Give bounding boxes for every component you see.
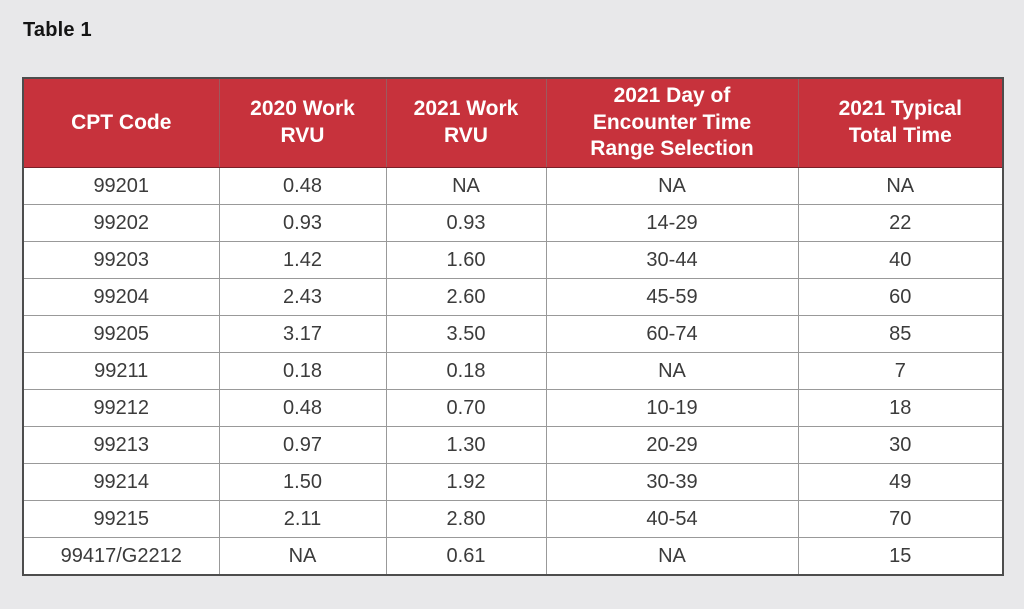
table-row: 99205 3.17 3.50 60-74 85 [22,315,1004,353]
table-cell: 0.18 [218,352,387,390]
table-cell: 3.17 [218,315,387,353]
table-cell: NA [545,352,799,390]
table-cell: 0.48 [218,167,387,205]
table-cell: 30-44 [545,241,799,279]
table-cell: 1.30 [385,426,547,464]
table-cell: 49 [797,463,1004,501]
table-cell: 1.50 [218,463,387,501]
table-cell: 0.70 [385,389,547,427]
table-cell: 10-19 [545,389,799,427]
table-cell: 3.50 [385,315,547,353]
header-cell: 2021 Day of Encounter Time Range Selecti… [545,77,799,168]
table-cell: 30-39 [545,463,799,501]
table-row: 99215 2.11 2.80 40-54 70 [22,500,1004,538]
table-cell: 40 [797,241,1004,279]
table-cell: 20-29 [545,426,799,464]
table-cell: 2.11 [218,500,387,538]
table-cell: 2.80 [385,500,547,538]
table-cell: 60-74 [545,315,799,353]
table-cell: 99212 [22,389,220,427]
table-cell: 1.42 [218,241,387,279]
table-cell: NA [218,537,387,576]
table-cell: 15 [797,537,1004,576]
header-cell: 2020 Work RVU [218,77,387,168]
header-row: CPT Code 2020 Work RVU 2021 Work RVU 2021 D… [22,77,1004,168]
table-row: 99202 0.93 0.93 14-29 22 [22,204,1004,242]
table-cell: 60 [797,278,1004,316]
table-cell: 99202 [22,204,220,242]
table-row: 99417/G2212 NA 0.61 NA 15 [22,537,1004,576]
table-cell: 70 [797,500,1004,538]
table-cell: 0.93 [385,204,547,242]
table-cell: NA [797,167,1004,205]
table-cell: 40-54 [545,500,799,538]
table-cell: 45-59 [545,278,799,316]
table-cell: 0.18 [385,352,547,390]
table-cell: 99214 [22,463,220,501]
rvu-table: CPT Code 2020 Work RVU 2021 Work RVU 2021 D… [22,77,1004,576]
table-cell: 99201 [22,167,220,205]
table-row: 99204 2.43 2.60 45-59 60 [22,278,1004,316]
table-cell: 99211 [22,352,220,390]
table-cell: 2.60 [385,278,547,316]
table-cell: 30 [797,426,1004,464]
table-body: 99201 0.48 NA NA NA 99202 0.93 0.93 14-29 22 99203… [22,167,1004,576]
table-cell: 99213 [22,426,220,464]
table-cell: NA [385,167,547,205]
table-row: 99214 1.50 1.92 30-39 49 [22,463,1004,501]
table-cell: 18 [797,389,1004,427]
header-cell: 2021 Work RVU [385,77,547,168]
table-cell: 7 [797,352,1004,390]
table-cell: 99204 [22,278,220,316]
table-cell: 99205 [22,315,220,353]
table-cell: 99417/G2212 [22,537,220,576]
table-cell: 85 [797,315,1004,353]
table-row: 99211 0.18 0.18 NA 7 [22,352,1004,390]
table-row: 99203 1.42 1.60 30-44 40 [22,241,1004,279]
table-cell: NA [545,537,799,576]
table-cell: 0.93 [218,204,387,242]
table-cell: 0.97 [218,426,387,464]
table-row: 99213 0.97 1.30 20-29 30 [22,426,1004,464]
table-cell: 22 [797,204,1004,242]
table-row: 99212 0.48 0.70 10-19 18 [22,389,1004,427]
table-cell: 99215 [22,500,220,538]
table-title: Table 1 [23,19,92,41]
header-cell: 2021 Typical Total Time [797,77,1004,168]
table-cell: 1.60 [385,241,547,279]
table-cell: 1.92 [385,463,547,501]
header-cell: CPT Code [22,77,220,168]
table-cell: 2.43 [218,278,387,316]
table-cell: NA [545,167,799,205]
table-header: CPT Code 2020 Work RVU 2021 Work RVU 2021 D… [22,77,1004,168]
table-row: 99201 0.48 NA NA NA [22,167,1004,205]
table-cell: 0.61 [385,537,547,576]
table-cell: 99203 [22,241,220,279]
table-cell: 14-29 [545,204,799,242]
table-cell: 0.48 [218,389,387,427]
